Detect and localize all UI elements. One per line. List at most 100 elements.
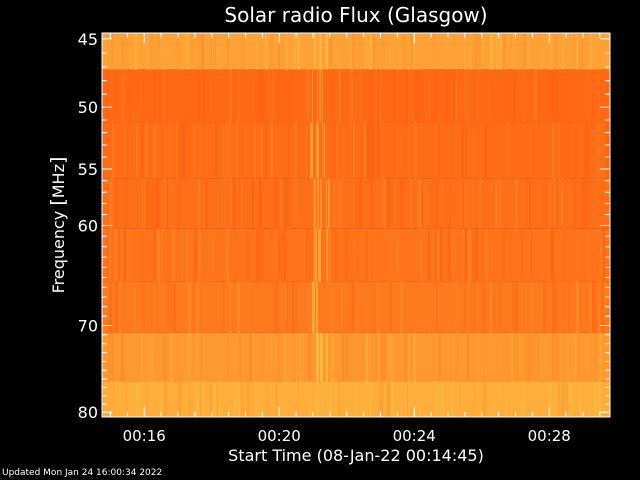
spectrogram-stripe	[562, 69, 564, 123]
spectrogram-stripe	[554, 33, 555, 70]
spectrogram-stripe	[366, 33, 367, 70]
spectrogram-stripe	[414, 122, 417, 179]
spectrogram-stripe	[495, 178, 498, 229]
spectrogram-stripe	[591, 332, 592, 382]
spectrogram-stripe	[134, 33, 137, 70]
spectrogram-stripe	[607, 332, 608, 382]
spectrogram-stripe	[212, 281, 215, 333]
spectrogram-stripe	[562, 33, 564, 70]
spectrogram-stripe	[252, 281, 253, 333]
spectrogram-stripe	[512, 281, 514, 333]
spectrogram-stripe	[111, 332, 114, 382]
spectrogram-stripe	[438, 332, 441, 382]
spectrogram-stripe	[499, 178, 502, 229]
spectrogram-stripe	[136, 228, 137, 282]
spectrogram-stripe	[109, 228, 111, 282]
spectrogram-stripe	[129, 228, 131, 282]
spectrogram-stripe	[125, 381, 128, 417]
spectrogram-stripe	[343, 122, 345, 179]
spectrogram-stripe	[511, 332, 513, 382]
spectrogram-stripe	[373, 33, 375, 70]
spectrogram-stripe	[109, 178, 112, 229]
spectrogram-stripe	[374, 69, 375, 123]
spectrogram-stripe	[487, 381, 488, 417]
spectrogram-stripe	[164, 381, 167, 417]
spectrogram-stripe	[480, 69, 481, 123]
spectrogram-stripe	[488, 33, 489, 70]
spectrogram-stripe	[276, 281, 278, 333]
spectrogram-stripe	[192, 381, 195, 417]
spectrogram-stripe	[228, 381, 229, 417]
spectrogram-stripe	[265, 33, 267, 70]
spectrogram-stripe	[502, 381, 504, 417]
spectrogram-stripe	[581, 33, 584, 70]
spectrogram-stripe	[587, 69, 590, 123]
spectrogram-stripe	[153, 69, 156, 123]
spectrogram-stripe	[465, 281, 466, 333]
spectrogram-stripe	[584, 69, 586, 123]
spectrogram-stripe	[523, 69, 525, 123]
spectrogram-stripe	[509, 228, 511, 282]
spectrogram-stripe	[607, 122, 610, 179]
spectrogram-stripe	[188, 381, 191, 417]
spectrogram-stripe	[342, 332, 344, 382]
spectrogram-stripe	[186, 228, 188, 282]
spectrogram-stripe	[603, 228, 605, 282]
spectrogram-stripe	[444, 332, 446, 382]
spectrogram-stripe	[217, 381, 218, 417]
spectrogram-stripe	[316, 122, 319, 179]
spectrogram-stripe	[288, 122, 289, 179]
spectrogram-stripe	[453, 69, 455, 123]
spectrogram-stripe	[577, 332, 580, 382]
spectrogram-stripe	[489, 228, 490, 282]
spectrogram-stripe	[532, 332, 534, 382]
spectrogram-stripe	[476, 281, 478, 333]
spectrogram-stripe	[188, 178, 190, 229]
y-tick-label: 50	[78, 98, 98, 117]
spectrogram-stripe	[589, 332, 590, 382]
spectrogram-stripe	[130, 33, 133, 70]
spectrogram-stripe	[469, 33, 470, 70]
spectrogram-stripe	[538, 69, 540, 123]
spectrogram-stripe	[424, 178, 427, 229]
spectrogram-stripe	[593, 33, 595, 70]
spectrogram-stripe	[503, 69, 504, 123]
spectrogram-stripe	[164, 122, 167, 179]
y-tick-label: 55	[78, 160, 98, 179]
spectrogram-stripe	[267, 332, 268, 382]
spectrogram-stripe	[410, 33, 413, 70]
spectrogram-stripe	[598, 69, 600, 123]
spectrogram-stripe	[467, 332, 469, 382]
spectrogram-stripe	[455, 281, 458, 333]
spectrogram-stripe	[278, 33, 280, 70]
spectrogram-stripe	[482, 281, 483, 333]
spectrogram-stripe	[567, 122, 568, 179]
spectrogram-stripe	[327, 381, 328, 417]
x-axis-title: Start Time (08-Jan-22 00:14:45)	[228, 446, 484, 465]
spectrogram-stripe	[452, 228, 454, 282]
spectrogram-stripe	[531, 281, 533, 333]
spectrogram-stripe	[338, 381, 339, 417]
spectrogram-stripe	[367, 381, 368, 417]
spectrogram-stripe	[363, 122, 366, 179]
spectrogram-stripe	[188, 281, 191, 333]
spectrogram-stripe	[523, 281, 524, 333]
spectrogram-stripe	[226, 228, 229, 282]
spectrogram-stripe	[494, 33, 495, 70]
spectrogram-stripe	[435, 228, 436, 282]
spectrogram-stripe	[346, 381, 347, 417]
spectrogram-stripe	[336, 122, 338, 179]
spectrogram-stripe	[335, 381, 337, 417]
spectrogram-stripe	[216, 281, 217, 333]
spectrogram-stripe	[586, 178, 588, 229]
spectrogram-stripe	[395, 381, 396, 417]
spectrogram-stripe	[418, 178, 421, 229]
spectrogram-stripe	[164, 178, 166, 229]
spectrogram-stripe	[319, 33, 322, 70]
spectrogram-stripe	[258, 381, 259, 417]
spectrogram-stripe	[163, 332, 165, 382]
spectrogram-stripe	[400, 178, 403, 229]
spectrogram-stripe	[445, 33, 447, 70]
spectrogram-stripe	[565, 381, 568, 417]
spectrogram-stripe	[256, 228, 259, 282]
